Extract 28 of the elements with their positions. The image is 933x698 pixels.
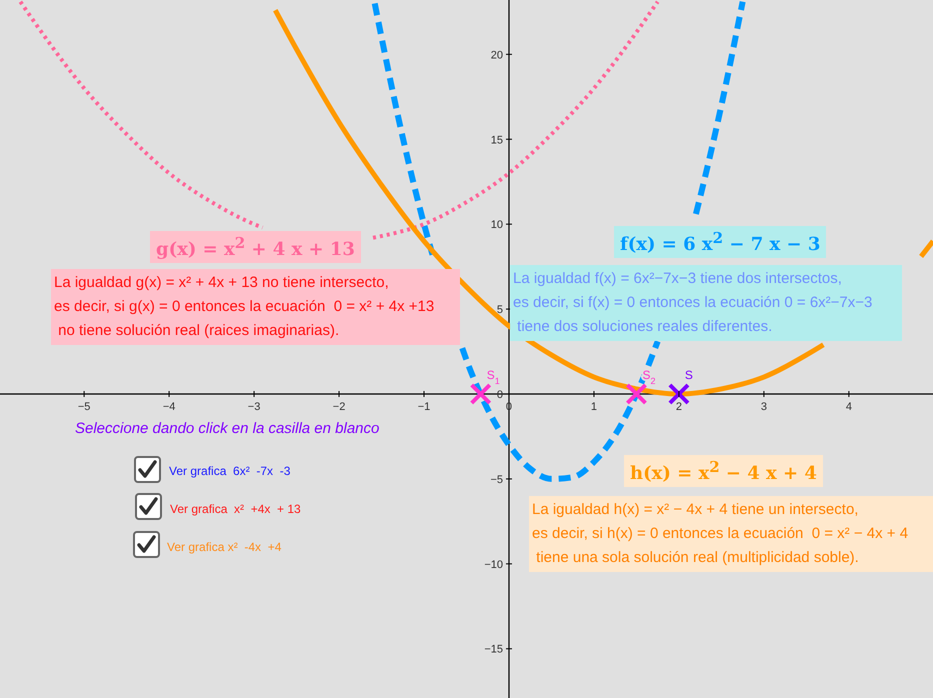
x-tick-label: 3 (760, 401, 767, 414)
annotation: La igualdad f(x) = 6x²−7x−3 tiene dos intersectos, es decir, si f(x) = 0 entonces la ecuación 0 = 6x²−7x−3 tiene dos soluciones reales diferentes. (510, 265, 902, 341)
y-tick-label: −10 (484, 558, 503, 571)
annotation: La igualdad g(x) = x² + 4x + 13 no tiene intersecto, es decir, si g(x) = 0 entonces la ecuación 0 = x² + 4x +13 no tiene solución real (raices imaginarias). (51, 269, 460, 345)
y-tick-label: 20 (490, 49, 503, 62)
x-tick-label: 1 (590, 401, 598, 414)
x-tick-label: 4 (846, 401, 852, 414)
y-tick-label: −15 (484, 644, 503, 656)
annotation: S$_{1}$ (486, 368, 500, 386)
annotation: Ver grafica x² +4x + 13 (169, 501, 302, 518)
text: f(x) = 6 x$^{2}$ − 7 x − 3 (614, 226, 826, 258)
series-label: g(x) = x$^{2}$ + 4 x + 13 (150, 231, 361, 263)
x-tick-label: −2 (332, 401, 346, 414)
x-tick-label: −5 (78, 401, 90, 414)
x-tick-label: 2 (676, 401, 682, 414)
y-tick-label: 10 (490, 219, 503, 232)
y-tick-label: 15 (490, 134, 503, 146)
annotation: Ver grafica 6x² -7x -3 (168, 463, 292, 480)
annotation: La igualdad h(x) = x² − 4x + 4 tiene un intersecto, es decir, si h(x) = 0 entonces la ecuación 0 = x² − 4x + 4 tiene una sola solución real (multiplicidad soble). (529, 496, 933, 572)
annotation: Seleccione dando click en la casilla en blanco (74, 419, 380, 439)
x-tick-label: −4 (162, 401, 176, 414)
y-tick-label: −5 (490, 474, 503, 486)
annotation: Ver grafica x² -4x +4 (166, 539, 282, 556)
annotation: S (684, 368, 693, 382)
text: h(x) = x$^{2}$ − 4 x + 4 (624, 455, 823, 487)
x-tick-label: −3 (248, 401, 260, 414)
x-tick-label: −1 (418, 401, 430, 414)
y-tick-label: 5 (496, 304, 503, 316)
